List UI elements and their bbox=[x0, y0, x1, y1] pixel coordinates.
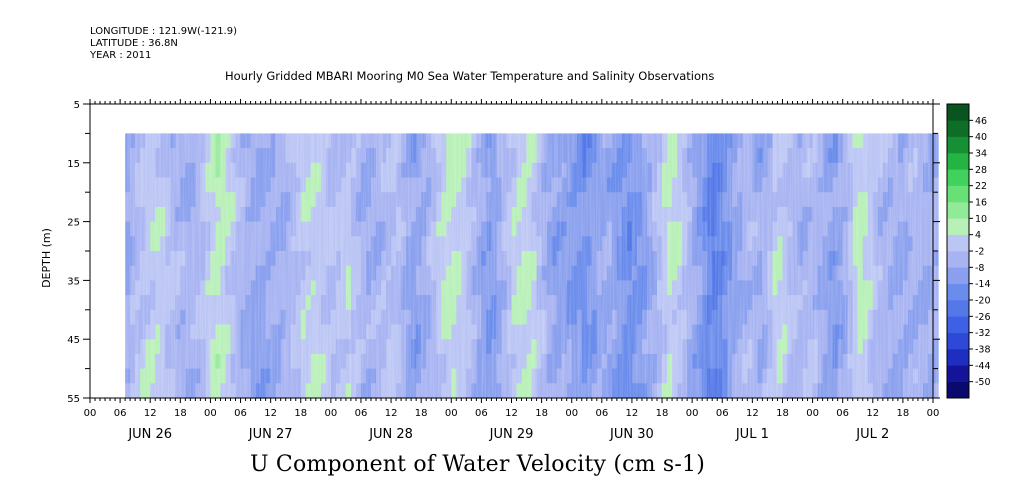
x-tick-label: 12 bbox=[264, 408, 277, 419]
header-metadata: LONGITUDE : 121.9W(-121.9) LATITUDE : 36… bbox=[90, 26, 237, 62]
y-tick-label: 15 bbox=[67, 159, 80, 170]
y-ticks: 5 15 25 35 45 55 bbox=[67, 100, 940, 405]
longitude-label: LONGITUDE : 121.9W(-121.9) bbox=[90, 26, 237, 37]
x-tick-label: 12 bbox=[866, 408, 879, 419]
x-tick-label: 00 bbox=[927, 408, 940, 419]
latitude-label: LATITUDE : 36.8N bbox=[90, 38, 178, 49]
x-tick-label: 06 bbox=[475, 408, 488, 419]
x-tick-label: 18 bbox=[415, 408, 428, 419]
day-label: JUL 2 bbox=[855, 427, 889, 442]
x-tick-label: 00 bbox=[565, 408, 578, 419]
colorbar-segment bbox=[947, 136, 969, 154]
colorbar-segment bbox=[947, 234, 969, 252]
colorbar: 46 40 34 28 22 16 10 4 -2 -8 -14 -20 -26 -32 -38 -44 -50 bbox=[946, 103, 991, 399]
y-tick-label: 45 bbox=[67, 335, 80, 346]
plot-axes: 00 06 12 18 00 06 12 18 00 06 12 18 00 06 12 18 00 06 12 18… bbox=[67, 99, 940, 442]
colorbar-label: 16 bbox=[975, 198, 987, 209]
x-tick-labels: 00 06 12 18 00 06 12 18 00 06 12 18 00 06 12 18 00 06 12 18… bbox=[84, 408, 940, 419]
x-tick-label: 12 bbox=[144, 408, 157, 419]
x-tick-label: 06 bbox=[234, 408, 247, 419]
y-axis-label: DEPTH (m) bbox=[40, 228, 53, 288]
x-tick-label: 00 bbox=[324, 408, 337, 419]
colorbar-segment bbox=[947, 381, 969, 399]
colorbar-label: -26 bbox=[975, 312, 991, 323]
day-label: JUL 1 bbox=[735, 427, 769, 442]
colorbar-segment bbox=[947, 120, 969, 137]
colorbar-segment bbox=[947, 349, 969, 366]
texture-overlay bbox=[125, 133, 939, 398]
x-tick-label: 12 bbox=[746, 408, 759, 419]
colorbar-label: -8 bbox=[975, 263, 984, 274]
day-labels: JUN 26 JUN 27 JUN 28 JUN 29 JUN 30 JUL 1 JUL 2 bbox=[127, 427, 889, 442]
chart-title: Hourly Gridded MBARI Mooring M0 Sea Wate… bbox=[225, 69, 715, 83]
year-label: YEAR : 2011 bbox=[90, 50, 152, 61]
heatmap-plot bbox=[125, 133, 939, 399]
y-tick-label: 5 bbox=[74, 100, 80, 111]
y-tick-label: 25 bbox=[67, 218, 80, 229]
colorbar-label: -14 bbox=[975, 279, 991, 290]
colorbar-segment bbox=[947, 153, 969, 170]
x-tick-label: 00 bbox=[204, 408, 217, 419]
minor-ticks bbox=[89, 99, 934, 403]
x-axis-label: U Component of Water Velocity (cm s-1) bbox=[250, 452, 706, 477]
colorbar-segment bbox=[947, 185, 969, 203]
x-tick-label: 18 bbox=[897, 408, 910, 419]
x-tick-label: 12 bbox=[626, 408, 639, 419]
colorbar-label: 10 bbox=[975, 214, 987, 225]
x-tick-label: 00 bbox=[806, 408, 819, 419]
x-tick-label: 06 bbox=[114, 408, 127, 419]
colorbar-segment bbox=[947, 267, 969, 284]
x-tick-label: 06 bbox=[355, 408, 368, 419]
x-tick-label: 06 bbox=[716, 408, 729, 419]
colorbar-label: 4 bbox=[975, 230, 981, 241]
colorbar-segment bbox=[947, 332, 969, 350]
x-tick-label: 00 bbox=[84, 408, 97, 419]
y-tick-label: 35 bbox=[67, 276, 80, 287]
x-tick-label: 18 bbox=[656, 408, 669, 419]
x-tick-label: 18 bbox=[535, 408, 548, 419]
colorbar-label: -2 bbox=[975, 247, 984, 258]
colorbar-segment bbox=[947, 365, 969, 382]
colorbar-label: 40 bbox=[975, 132, 987, 143]
y-tick-label: 55 bbox=[67, 394, 80, 405]
colorbar-segment bbox=[947, 218, 969, 235]
x-tick-label: 18 bbox=[294, 408, 307, 419]
x-tick-label: 18 bbox=[174, 408, 187, 419]
colorbar-label: 46 bbox=[975, 116, 987, 127]
colorbar-label: -20 bbox=[975, 296, 991, 307]
colorbar-label: 28 bbox=[975, 165, 987, 176]
x-tick-label: 00 bbox=[686, 408, 699, 419]
colorbar-segment bbox=[947, 283, 969, 301]
colorbar-label: 34 bbox=[975, 149, 987, 160]
colorbar-segment bbox=[947, 300, 969, 317]
day-label: JUN 29 bbox=[489, 427, 534, 442]
day-label: JUN 26 bbox=[127, 427, 172, 442]
x-tick-label: 00 bbox=[445, 408, 458, 419]
x-tick-label: 06 bbox=[836, 408, 849, 419]
day-label: JUN 27 bbox=[248, 427, 293, 442]
colorbar-label: -38 bbox=[975, 345, 991, 356]
colorbar-segment bbox=[947, 251, 969, 268]
colorbar-segment bbox=[947, 169, 969, 186]
colorbar-segment bbox=[947, 202, 969, 219]
x-tick-label: 06 bbox=[595, 408, 608, 419]
day-label: JUN 30 bbox=[609, 427, 654, 442]
day-label: JUN 28 bbox=[368, 427, 413, 442]
colorbar-label: -32 bbox=[975, 328, 991, 339]
x-tick-label: 12 bbox=[505, 408, 518, 419]
colorbar-label: -50 bbox=[975, 377, 991, 388]
colorbar-label: 22 bbox=[975, 181, 987, 192]
colorbar-segment bbox=[947, 316, 969, 333]
x-tick-label: 12 bbox=[385, 408, 398, 419]
x-tick-label: 18 bbox=[776, 408, 789, 419]
colorbar-segment bbox=[947, 104, 969, 121]
colorbar-label: -44 bbox=[975, 361, 991, 372]
